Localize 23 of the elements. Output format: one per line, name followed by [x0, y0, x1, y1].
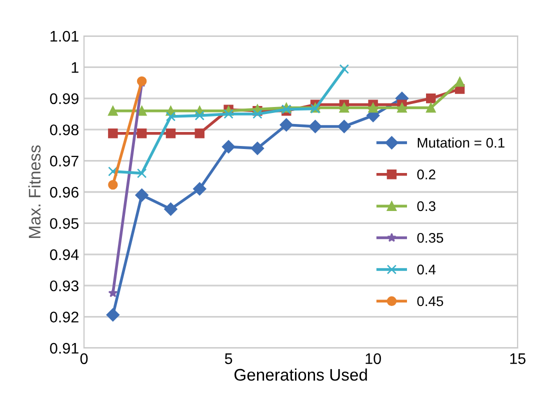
x-tick-label: 10: [366, 353, 381, 364]
x-tick-label: 0: [80, 353, 88, 364]
y-tick-label: 1: [72, 62, 78, 73]
x-tick-label: 5: [224, 353, 232, 364]
legend-label: 0.3: [417, 201, 436, 212]
x-tick-label: 15: [510, 353, 526, 364]
y-tick-label: 0.92: [50, 312, 78, 322]
legend-label: 0.35: [417, 232, 444, 243]
legend-label: 0.2: [417, 170, 436, 180]
legend-label: Mutation = 0.1: [418, 137, 504, 148]
y-tick-label: 0.97: [50, 156, 78, 166]
y-tick-label: 0.94: [50, 249, 79, 260]
y-tick-label: 0.96: [50, 186, 78, 198]
y-tick-label: 0.99: [50, 93, 78, 104]
x-axis-title: Generations Used: [234, 368, 367, 381]
y-tick-label: 0.95: [50, 218, 79, 229]
y-tick-label: 1.01: [50, 30, 78, 42]
legend-label: 0.45: [417, 296, 444, 306]
y-axis-title: Max. Fitness: [28, 145, 41, 238]
y-tick-label: 0.91: [50, 342, 78, 354]
y-tick-label: 0.98: [50, 124, 78, 136]
legend-label: 0.4: [417, 264, 436, 274]
y-tick-label: 0.93: [50, 280, 78, 292]
